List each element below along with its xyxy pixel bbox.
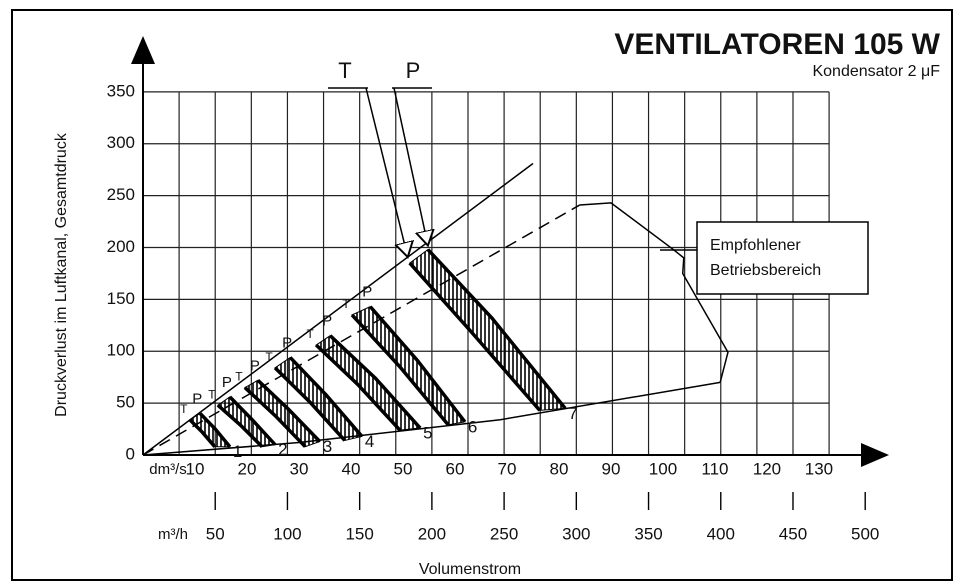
annotation-text: Betriebsbereich: [710, 262, 821, 279]
band-number: 1: [233, 442, 242, 461]
y-tick-label: 100: [107, 341, 135, 360]
band-p-label: P: [222, 374, 232, 391]
x-tick-label: 80: [550, 459, 569, 478]
band-p-label: P: [250, 357, 260, 374]
curve-p: [256, 379, 322, 443]
top-t-arrow: [365, 87, 408, 257]
y-tick-label: 50: [116, 393, 135, 412]
curve-t: [273, 366, 347, 442]
band-number: 2: [278, 440, 287, 459]
x2-unit: m³/h: [158, 526, 188, 543]
curve-p: [426, 248, 567, 410]
speed-band: [351, 306, 466, 426]
x-unit: dm³/s: [149, 461, 187, 478]
x-tick-label: 120: [753, 459, 781, 478]
x-tick-label: 60: [446, 459, 465, 478]
x-tick-label: 30: [290, 459, 309, 478]
band-p-label: P: [282, 334, 292, 351]
band-p-label: P: [322, 313, 332, 330]
dashed-line: [142, 204, 581, 456]
band-t-label: T: [208, 387, 216, 401]
y-axis-label: Druckverlust im Luftkanal, Gesamtdruck: [53, 132, 70, 417]
y-tick-label: 150: [107, 289, 135, 308]
y-tick-label: 300: [107, 133, 135, 152]
band-t-label: T: [265, 350, 273, 364]
band-t-label: T: [306, 327, 314, 341]
chart-subtitle: Kondensator 2 μF: [812, 63, 940, 80]
curve-p: [288, 356, 364, 438]
y-tick-label: 250: [107, 185, 135, 204]
x-tick-label: 10: [186, 459, 205, 478]
chart-title: VENTILATOREN 105 W: [614, 28, 940, 61]
x-tick-label: 40: [342, 459, 361, 478]
x-tick-label: 90: [602, 459, 621, 478]
x-tick-label: 100: [649, 459, 677, 478]
annotation-box: [696, 221, 869, 295]
band-p-label: P: [362, 284, 372, 301]
band-number: 7: [568, 404, 577, 423]
curve-t: [408, 261, 542, 412]
x2-tick-label: 500: [851, 524, 879, 543]
x2-tick-label: 300: [562, 524, 590, 543]
annotation-text: Empfohlener: [710, 237, 801, 254]
y-tick-label: 350: [107, 81, 135, 100]
x-axis-label: Volumenstrom: [419, 561, 521, 578]
x2-tick-label: 350: [634, 524, 662, 543]
top-t-label: T: [338, 58, 351, 83]
band-number: 5: [423, 424, 432, 443]
recommended-region: [579, 202, 729, 383]
band-number: 4: [365, 432, 374, 451]
x2-tick-label: 100: [273, 524, 301, 543]
x-tick-label: 50: [394, 459, 413, 478]
top-p-arrow: [393, 87, 428, 246]
curve-p: [328, 334, 422, 430]
x-tick-label: 130: [805, 459, 833, 478]
curve-t: [243, 386, 307, 448]
lower-limit-line: [142, 381, 721, 456]
x2-tick-label: 400: [707, 524, 735, 543]
band-p-label: P: [192, 390, 202, 407]
band-number: 3: [323, 437, 332, 456]
upper-limit-line: [142, 162, 534, 456]
x-tick-label: 110: [701, 459, 728, 478]
frame: [11, 9, 953, 581]
curve-t: [350, 313, 450, 427]
curve-t: [188, 418, 217, 448]
x2-tick-label: 200: [418, 524, 446, 543]
band-t-label: T: [235, 370, 243, 384]
top-p-label: P: [406, 58, 421, 83]
x2-tick-label: 450: [779, 524, 807, 543]
curve-p: [228, 395, 277, 446]
y-tick-label: 200: [107, 237, 135, 256]
x-tick-label: 70: [498, 459, 517, 478]
y-tick-label: 0: [126, 444, 135, 463]
curve-t: [216, 403, 264, 448]
x-tick-label: 20: [238, 459, 257, 478]
x2-tick-label: 250: [490, 524, 518, 543]
curve-p: [368, 305, 467, 423]
curve-p: [198, 412, 232, 448]
band-t-label: T: [342, 297, 350, 311]
band-t-label: T: [180, 402, 188, 416]
x2-tick-label: 150: [345, 524, 373, 543]
curve-t: [314, 343, 402, 432]
x2-tick-label: 50: [206, 524, 225, 543]
band-number: 6: [468, 417, 477, 436]
